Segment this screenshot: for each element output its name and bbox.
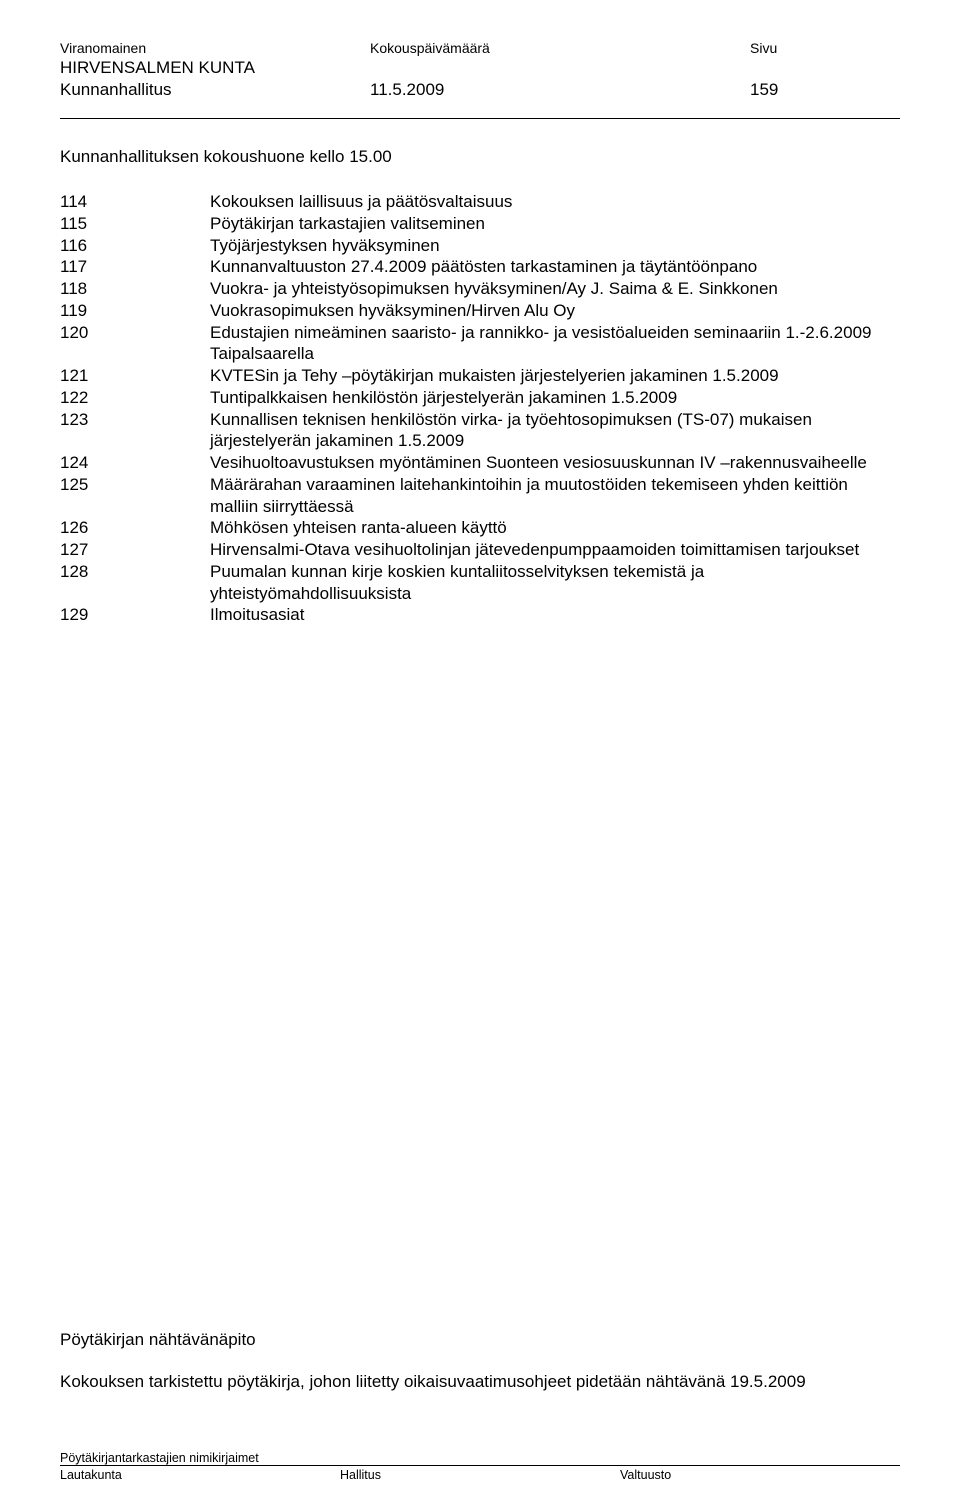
agenda-desc: Ilmoitusasiat <box>210 604 900 626</box>
agenda-num: 127 <box>60 539 210 561</box>
meeting-title: Kunnanhallituksen kokoushuone kello 15.0… <box>60 147 900 167</box>
page-label: Sivu <box>750 40 900 56</box>
minutes-section: Pöytäkirjan nähtävänäpito Kokouksen tark… <box>60 1330 806 1392</box>
footer-col-hallitus: Hallitus <box>340 1468 620 1482</box>
agenda-item: 120Edustajien nimeäminen saaristo- ja ra… <box>60 322 900 366</box>
agenda-desc: Pöytäkirjan tarkastajien valitseminen <box>210 213 900 235</box>
authority-label: Viranomainen <box>60 40 370 56</box>
footer-col-lautakunta: Lautakunta <box>60 1468 340 1482</box>
agenda-item: 114Kokouksen laillisuus ja päätösvaltais… <box>60 191 900 213</box>
header-divider <box>60 118 900 119</box>
agenda-item: 127Hirvensalmi-Otava vesihuoltolinjan jä… <box>60 539 900 561</box>
minutes-title: Pöytäkirjan nähtävänäpito <box>60 1330 806 1350</box>
agenda-desc: Tuntipalkkaisen henkilöstön järjestelyer… <box>210 387 900 409</box>
body-name: Kunnanhallitus <box>60 80 370 100</box>
agenda-num: 129 <box>60 604 210 626</box>
agenda-item: 126Möhkösen yhteisen ranta-alueen käyttö <box>60 517 900 539</box>
agenda-item: 117Kunnanvaltuuston 27.4.2009 päätösten … <box>60 256 900 278</box>
agenda-desc: Vuokrasopimuksen hyväksyminen/Hirven Alu… <box>210 300 900 322</box>
agenda-num: 121 <box>60 365 210 387</box>
agenda-desc: Vuokra- ja yhteistyösopimuksen hyväksymi… <box>210 278 900 300</box>
agenda-item: 115Pöytäkirjan tarkastajien valitseminen <box>60 213 900 235</box>
agenda-num: 123 <box>60 409 210 453</box>
footer-columns: Lautakunta Hallitus Valtuusto <box>60 1468 900 1482</box>
meeting-date: 11.5.2009 <box>370 80 750 100</box>
header-row-values: Kunnanhallitus 11.5.2009 159 <box>60 80 900 100</box>
agenda-num: 116 <box>60 235 210 257</box>
agenda-item: 128Puumalan kunnan kirje koskien kuntali… <box>60 561 900 605</box>
agenda-desc: Hirvensalmi-Otava vesihuoltolinjan jätev… <box>210 539 900 561</box>
agenda-item: 119Vuokrasopimuksen hyväksyminen/Hirven … <box>60 300 900 322</box>
organization-name: HIRVENSALMEN KUNTA <box>60 58 900 78</box>
agenda-item: 116Työjärjestyksen hyväksyminen <box>60 235 900 257</box>
footer-divider <box>60 1465 900 1466</box>
page-number: 159 <box>750 80 900 100</box>
agenda-desc: Edustajien nimeäminen saaristo- ja ranni… <box>210 322 900 366</box>
page-footer: Pöytäkirjantarkastajien nimikirjaimet La… <box>60 1451 900 1482</box>
agenda-item: 123Kunnallisen teknisen henkilöstön virk… <box>60 409 900 453</box>
agenda-desc: Möhkösen yhteisen ranta-alueen käyttö <box>210 517 900 539</box>
agenda-desc: Määrärahan varaaminen laitehankintoihin … <box>210 474 900 518</box>
agenda-desc: Kokouksen laillisuus ja päätösvaltaisuus <box>210 191 900 213</box>
agenda-num: 122 <box>60 387 210 409</box>
footer-initials-label: Pöytäkirjantarkastajien nimikirjaimet <box>60 1451 900 1465</box>
agenda-item: 118Vuokra- ja yhteistyösopimuksen hyväks… <box>60 278 900 300</box>
agenda-item: 125Määrärahan varaaminen laitehankintoih… <box>60 474 900 518</box>
agenda-item: 129Ilmoitusasiat <box>60 604 900 626</box>
agenda-desc: Kunnallisen teknisen henkilöstön virka- … <box>210 409 900 453</box>
agenda-desc: Työjärjestyksen hyväksyminen <box>210 235 900 257</box>
minutes-text: Kokouksen tarkistettu pöytäkirja, johon … <box>60 1372 806 1392</box>
agenda-num: 126 <box>60 517 210 539</box>
agenda-num: 119 <box>60 300 210 322</box>
agenda-num: 115 <box>60 213 210 235</box>
agenda-desc: Kunnanvaltuuston 27.4.2009 päätösten tar… <box>210 256 900 278</box>
agenda-num: 120 <box>60 322 210 366</box>
footer-col-valtuusto: Valtuusto <box>620 1468 900 1482</box>
agenda-num: 114 <box>60 191 210 213</box>
agenda-desc: KVTESin ja Tehy –pöytäkirjan mukaisten j… <box>210 365 900 387</box>
agenda-desc: Puumalan kunnan kirje koskien kuntaliito… <box>210 561 900 605</box>
agenda-desc: Vesihuoltoavustuksen myöntäminen Suontee… <box>210 452 900 474</box>
agenda-item: 124Vesihuoltoavustuksen myöntäminen Suon… <box>60 452 900 474</box>
meeting-date-label: Kokouspäivämäärä <box>370 40 750 56</box>
agenda-num: 117 <box>60 256 210 278</box>
agenda-item: 121KVTESin ja Tehy –pöytäkirjan mukaiste… <box>60 365 900 387</box>
agenda-list: 114Kokouksen laillisuus ja päätösvaltais… <box>60 191 900 626</box>
agenda-num: 128 <box>60 561 210 605</box>
agenda-item: 122Tuntipalkkaisen henkilöstön järjestel… <box>60 387 900 409</box>
header-row-labels: Viranomainen Kokouspäivämäärä Sivu <box>60 40 900 56</box>
agenda-num: 118 <box>60 278 210 300</box>
agenda-num: 124 <box>60 452 210 474</box>
agenda-num: 125 <box>60 474 210 518</box>
